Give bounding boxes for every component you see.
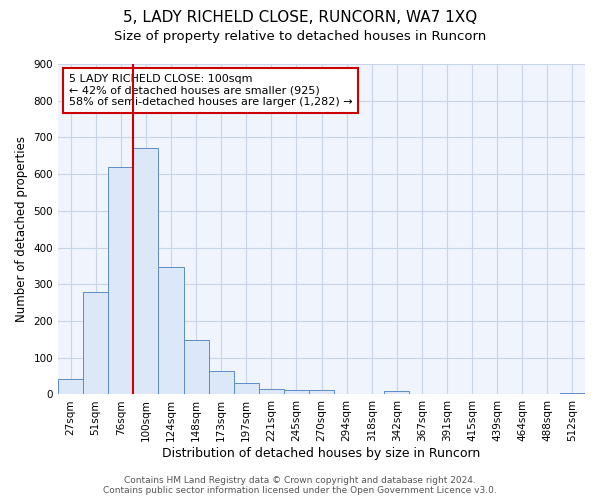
Bar — [133, 148, 158, 394]
Bar — [384, 391, 409, 394]
Bar — [309, 390, 334, 394]
Text: 5 LADY RICHELD CLOSE: 100sqm
← 42% of detached houses are smaller (925)
58% of s: 5 LADY RICHELD CLOSE: 100sqm ← 42% of de… — [68, 74, 352, 107]
Text: 5, LADY RICHELD CLOSE, RUNCORN, WA7 1XQ: 5, LADY RICHELD CLOSE, RUNCORN, WA7 1XQ — [123, 10, 477, 25]
Bar — [284, 390, 309, 394]
Bar — [233, 384, 259, 394]
Bar — [209, 370, 233, 394]
Bar — [83, 292, 108, 395]
X-axis label: Distribution of detached houses by size in Runcorn: Distribution of detached houses by size … — [163, 447, 481, 460]
Bar — [259, 389, 284, 394]
Bar — [58, 378, 83, 394]
Bar — [108, 167, 133, 394]
Y-axis label: Number of detached properties: Number of detached properties — [15, 136, 28, 322]
Text: Contains HM Land Registry data © Crown copyright and database right 2024.
Contai: Contains HM Land Registry data © Crown c… — [103, 476, 497, 495]
Bar — [184, 340, 209, 394]
Text: Size of property relative to detached houses in Runcorn: Size of property relative to detached ho… — [114, 30, 486, 43]
Bar — [158, 266, 184, 394]
Bar — [560, 392, 585, 394]
